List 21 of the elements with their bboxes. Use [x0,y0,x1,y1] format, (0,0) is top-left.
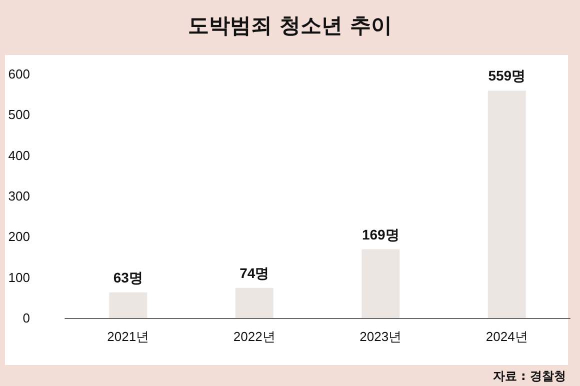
bar [488,90,526,318]
data-label: 63명 [113,269,143,286]
x-tick-label: 2024년 [486,329,528,344]
x-tick-label: 2022년 [233,329,276,344]
y-tick-label: 400 [8,148,30,163]
y-tick-label: 100 [8,270,30,285]
bar [109,292,148,318]
x-tick-label: 2023년 [360,329,402,344]
chart-title: 도박범죄 청소년 추이 [188,14,392,38]
y-tick-label: 200 [8,229,30,244]
bar [235,288,274,318]
x-tick-label: 2021년 [107,329,150,344]
y-tick-label: 0 [22,310,30,326]
bar [362,249,400,318]
data-label: 559명 [488,68,526,84]
y-tick-label: 300 [8,188,30,204]
y-tick-label: 500 [8,107,30,122]
data-label: 169명 [362,226,400,242]
data-label: 74명 [240,264,270,281]
text: 자료 : 경찰청 [492,369,566,383]
y-tick-label: 600 [8,66,30,82]
